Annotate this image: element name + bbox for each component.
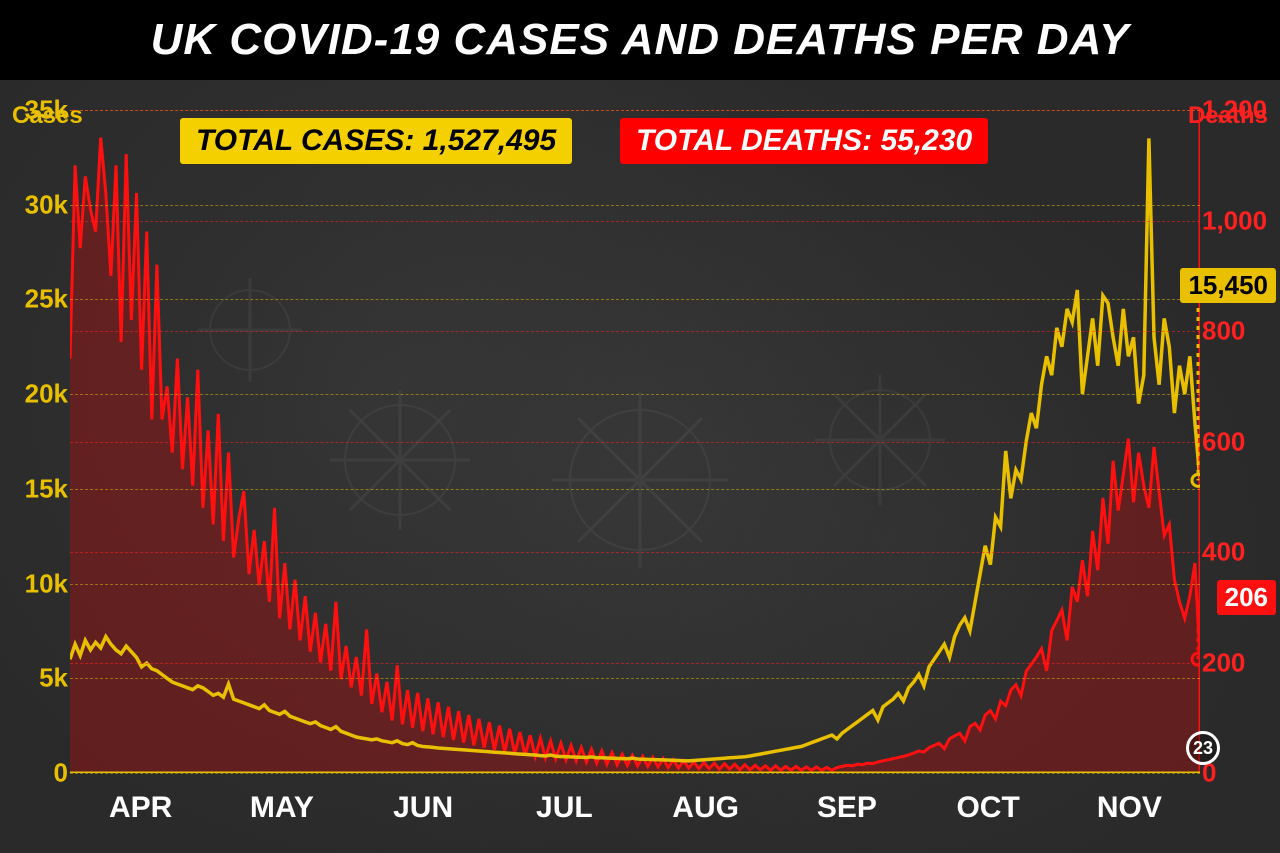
cases-endpoint-label: 15,450	[1180, 268, 1276, 303]
y-tick-left: 30k	[8, 189, 68, 220]
chart-area: Cases Deaths TOTAL CASES: 1,527,495 TOTA…	[0, 80, 1280, 853]
gridline-deaths	[70, 331, 1200, 332]
y-tick-left: 0	[8, 758, 68, 789]
gridline-cases	[70, 773, 1200, 774]
y-tick-right: 600	[1202, 426, 1272, 457]
y-tick-right: 1,200	[1202, 95, 1272, 126]
y-tick-right: 200	[1202, 647, 1272, 678]
x-tick-month: APR	[109, 791, 172, 825]
gridline-cases	[70, 678, 1200, 679]
y-tick-left: 5k	[8, 663, 68, 694]
y-tick-left: 25k	[8, 284, 68, 315]
y-tick-right: 0	[1202, 758, 1272, 789]
gridline-cases	[70, 299, 1200, 300]
x-tick-month: JUL	[536, 791, 593, 825]
gridline-deaths	[70, 442, 1200, 443]
y-tick-right: 1,000	[1202, 205, 1272, 236]
chart-title: UK COVID-19 CASES AND DEATHS PER DAY	[0, 0, 1280, 80]
y-tick-right: 400	[1202, 537, 1272, 568]
gridline-cases	[70, 584, 1200, 585]
y-tick-left: 10k	[8, 568, 68, 599]
gridline-deaths	[70, 552, 1200, 553]
y-tick-left: 15k	[8, 473, 68, 504]
y-tick-left: 20k	[8, 379, 68, 410]
gridline-cases	[70, 205, 1200, 206]
gridline-deaths	[70, 221, 1200, 222]
x-tick-month: OCT	[956, 791, 1019, 825]
y-tick-right: 800	[1202, 316, 1272, 347]
gridline-deaths	[70, 663, 1200, 664]
gridline-deaths	[70, 110, 1200, 111]
gridline-cases	[70, 394, 1200, 395]
deaths-endpoint-label: 206	[1217, 580, 1276, 615]
date-circle: 23	[1186, 731, 1220, 765]
x-tick-month: SEP	[817, 791, 877, 825]
x-tick-month: MAY	[250, 791, 314, 825]
x-tick-month: JUN	[393, 791, 453, 825]
y-tick-left: 35k	[8, 95, 68, 126]
gridline-cases	[70, 489, 1200, 490]
x-tick-month: NOV	[1097, 791, 1162, 825]
x-tick-month: AUG	[672, 791, 739, 825]
